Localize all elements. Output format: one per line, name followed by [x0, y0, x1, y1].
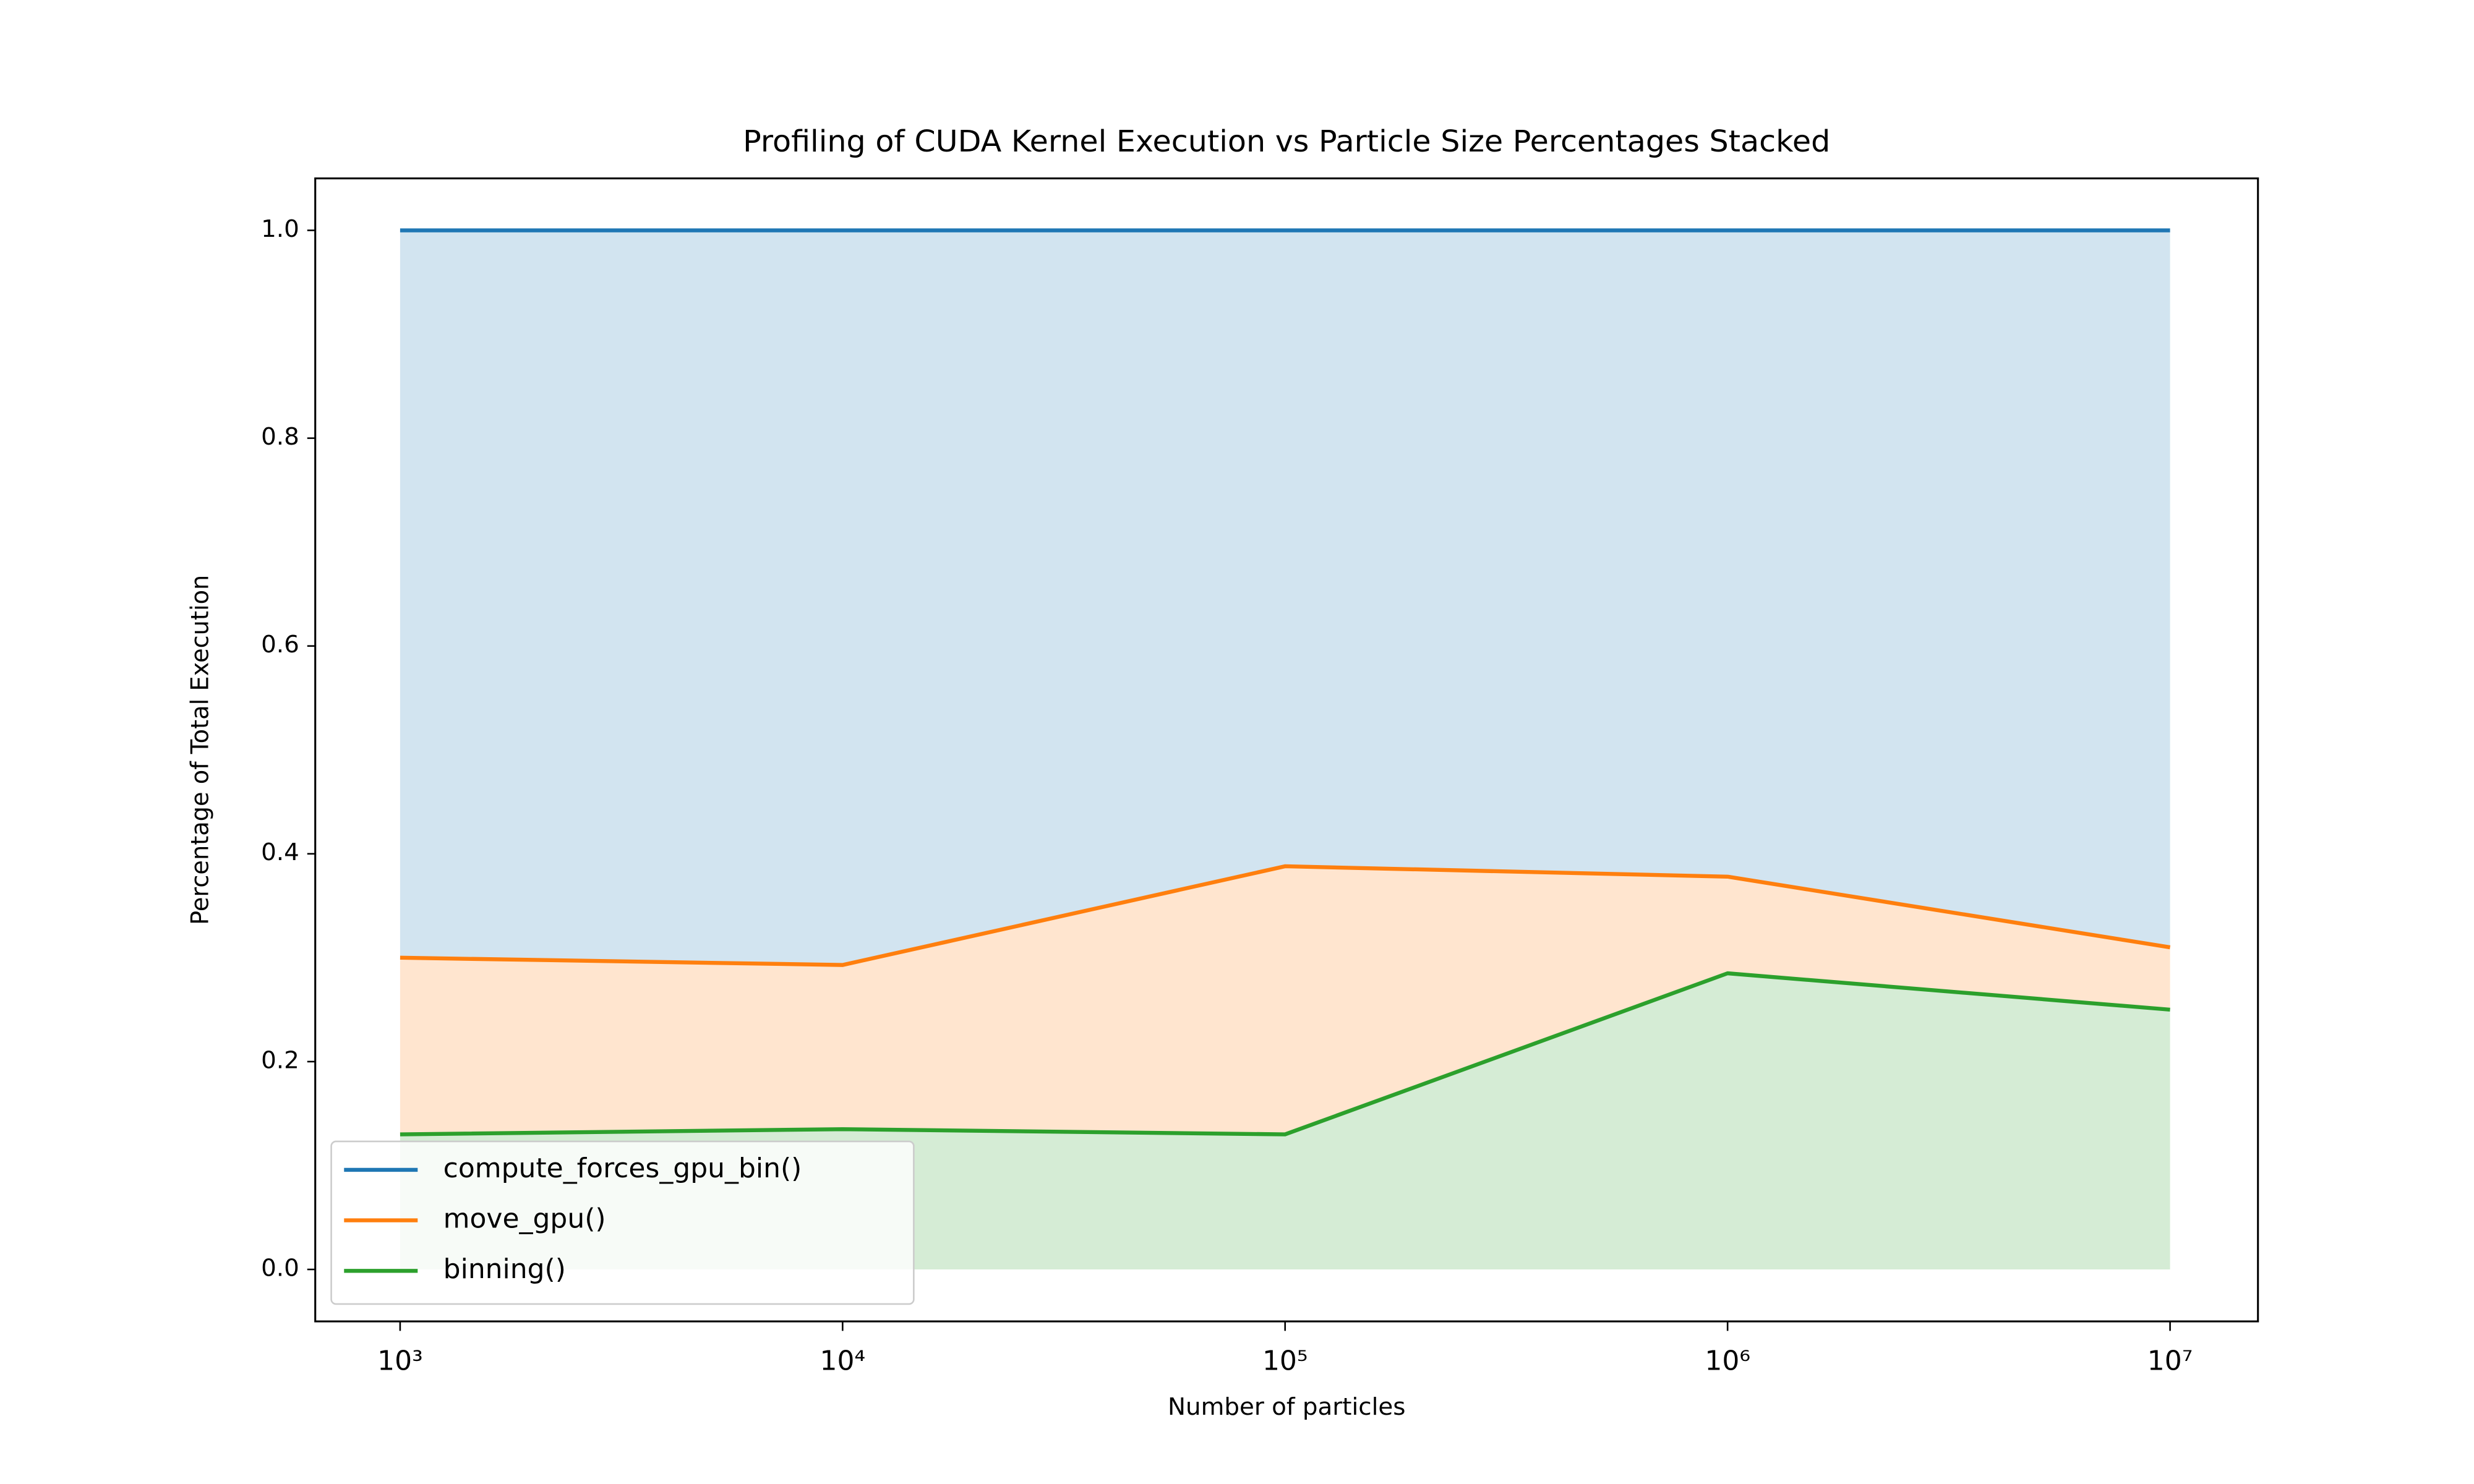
line — [400, 864, 2171, 967]
chart-title: Profiling of CUDA Kernel Execution vs Pa… — [743, 124, 1830, 160]
y-tick-label: 0.8 — [261, 423, 299, 451]
plot-frame — [314, 177, 2259, 1323]
y-tick-label: 0.4 — [261, 838, 299, 866]
legend: compute_forces_gpu_bin() move_gpu()binnin… — [330, 1140, 915, 1305]
y-tick-label: 0.2 — [261, 1047, 299, 1075]
legend-label: binning() — [443, 1254, 566, 1286]
x-tick-label: 10⁴ — [820, 1345, 866, 1377]
legend-label: compute_forces_gpu_bin() — [443, 1153, 802, 1184]
line — [400, 971, 2170, 1136]
area — [400, 230, 2170, 965]
area — [400, 866, 2170, 1135]
x-tick-label: 10⁷ — [2147, 1345, 2193, 1377]
x-tick-label: 10³ — [377, 1345, 423, 1377]
y-axis-label: Percentage of Total Execution — [186, 575, 214, 925]
y-tick-label: 1.0 — [261, 215, 299, 243]
x-axis-label: Number of particles — [1168, 1393, 1405, 1421]
legend-box — [330, 1140, 915, 1305]
x-tick-label: 10⁵ — [1262, 1345, 1308, 1377]
y-tick-label: 0.0 — [261, 1255, 299, 1282]
legend-label: move_gpu() — [443, 1203, 606, 1235]
y-tick-label: 0.6 — [261, 631, 299, 659]
x-tick-label: 10⁶ — [1705, 1345, 1750, 1377]
